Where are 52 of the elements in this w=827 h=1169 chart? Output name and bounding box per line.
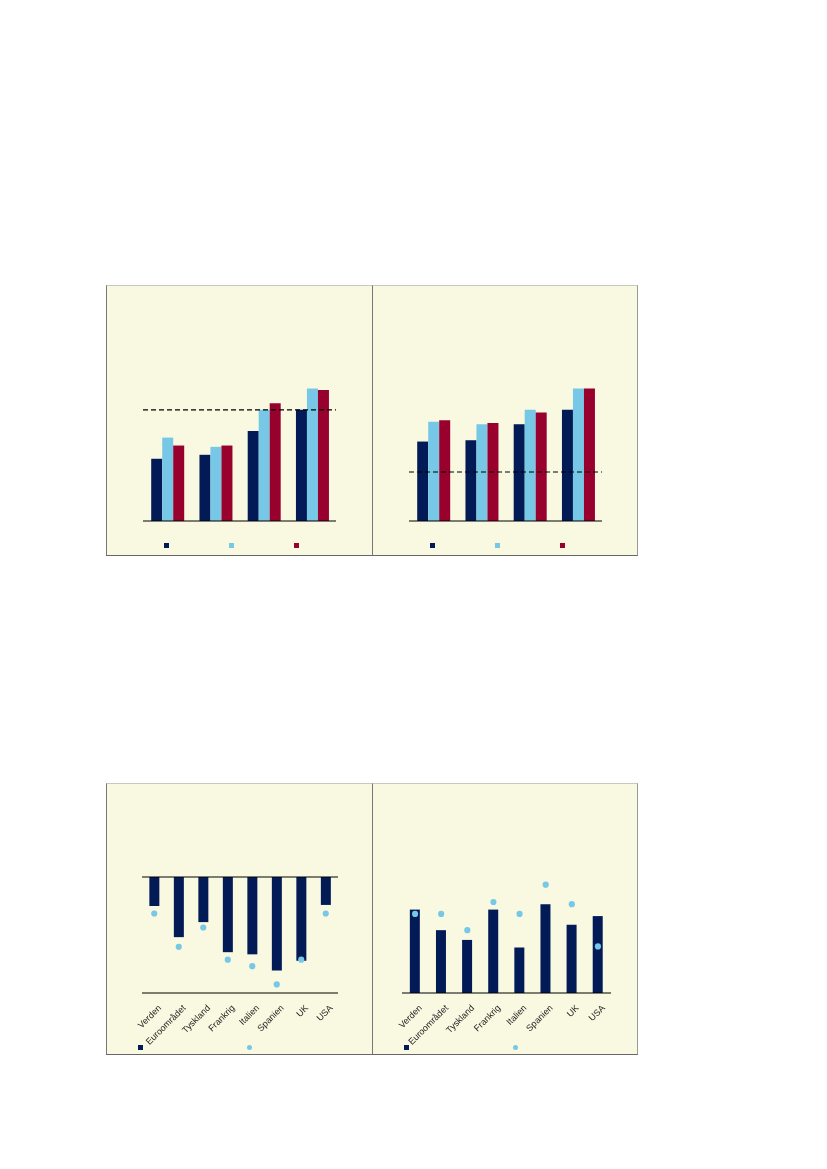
bar — [524, 409, 536, 521]
bar — [540, 904, 551, 993]
bar — [462, 939, 473, 993]
bar — [417, 441, 429, 521]
point — [298, 956, 305, 963]
bar — [247, 430, 259, 521]
bar — [162, 437, 174, 521]
bar — [258, 409, 270, 521]
point — [151, 910, 158, 917]
point — [542, 881, 549, 888]
point — [490, 898, 497, 906]
point — [568, 901, 575, 908]
bar — [592, 916, 603, 993]
bar — [317, 389, 329, 521]
bar — [428, 421, 440, 521]
bar — [465, 440, 477, 521]
bar — [306, 388, 318, 521]
point — [594, 943, 602, 950]
point — [322, 910, 329, 917]
bar — [514, 947, 525, 993]
point — [249, 963, 256, 970]
bar — [487, 423, 499, 521]
point — [411, 910, 419, 917]
bar — [409, 909, 420, 993]
bar — [583, 388, 595, 521]
point — [464, 927, 471, 934]
bar — [572, 388, 584, 521]
bar — [295, 409, 307, 521]
bar — [513, 424, 525, 521]
point — [438, 910, 445, 917]
bar — [535, 412, 547, 521]
x-tick-label: USA — [586, 1002, 607, 1024]
bar — [199, 454, 211, 521]
bar — [435, 930, 446, 993]
point — [273, 981, 280, 988]
point — [200, 924, 207, 931]
x-tick-label: UK — [564, 1002, 581, 1019]
bar — [173, 445, 185, 521]
bar — [269, 403, 281, 521]
point — [516, 910, 523, 917]
x-tick-label: UK — [294, 1002, 311, 1019]
point — [224, 956, 231, 963]
bar — [488, 909, 499, 993]
bar — [151, 458, 163, 521]
bar — [210, 446, 222, 521]
bar — [439, 420, 451, 521]
x-tick-label: USA — [314, 1002, 335, 1024]
bar — [566, 924, 577, 993]
bar — [561, 409, 573, 521]
point — [175, 943, 182, 950]
bar — [221, 445, 233, 521]
bar — [476, 424, 488, 521]
